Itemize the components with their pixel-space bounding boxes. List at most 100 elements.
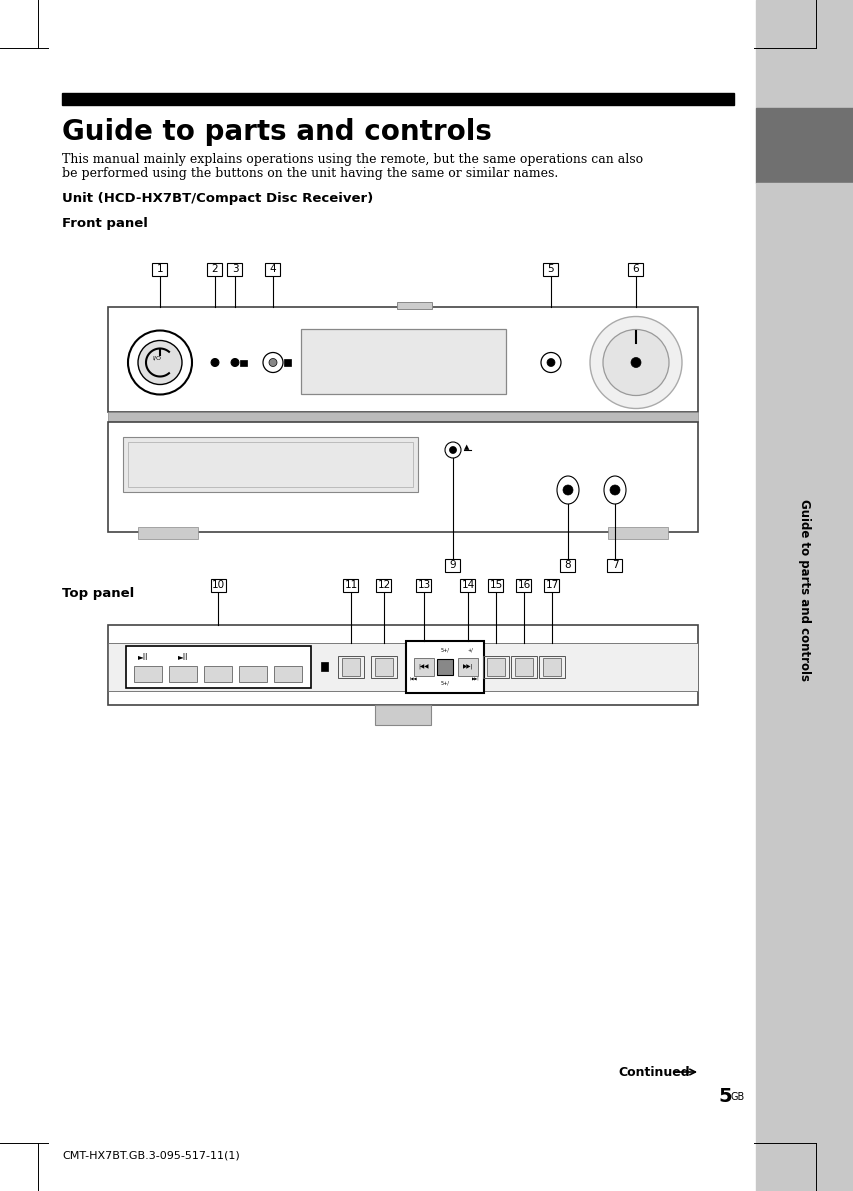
Circle shape xyxy=(444,442,461,459)
Bar xyxy=(755,0,853,108)
Bar xyxy=(514,657,532,675)
Text: 6: 6 xyxy=(632,264,639,274)
Bar xyxy=(510,655,537,678)
Circle shape xyxy=(602,330,668,395)
Bar xyxy=(343,579,358,592)
Text: GB: GB xyxy=(730,1092,745,1102)
Bar xyxy=(405,641,484,693)
Text: ▲: ▲ xyxy=(463,444,469,450)
Circle shape xyxy=(609,485,619,495)
Ellipse shape xyxy=(603,476,625,504)
Text: 11: 11 xyxy=(344,580,357,590)
Circle shape xyxy=(269,358,276,367)
Text: 15: 15 xyxy=(489,580,502,590)
Bar xyxy=(543,262,558,275)
Bar xyxy=(239,666,267,681)
Circle shape xyxy=(263,353,282,373)
Bar xyxy=(376,579,391,592)
Bar xyxy=(607,526,667,540)
Circle shape xyxy=(230,358,239,367)
Bar xyxy=(516,579,531,592)
Bar xyxy=(62,93,733,105)
Bar xyxy=(488,579,503,592)
Bar xyxy=(755,108,853,183)
Bar xyxy=(437,659,452,674)
Bar xyxy=(543,657,560,675)
Text: I/O: I/O xyxy=(152,356,161,361)
Circle shape xyxy=(128,330,192,394)
Text: ▶▶|: ▶▶| xyxy=(472,676,479,680)
Bar xyxy=(374,657,392,675)
Bar xyxy=(338,655,363,678)
Text: 17: 17 xyxy=(545,580,558,590)
Bar xyxy=(126,646,310,687)
Bar xyxy=(544,579,559,592)
Circle shape xyxy=(589,317,682,409)
Bar xyxy=(107,412,697,422)
Text: ►II: ►II xyxy=(138,653,148,661)
Text: 2: 2 xyxy=(212,264,218,274)
Text: 5: 5 xyxy=(547,264,554,274)
Text: ▶▶|: ▶▶| xyxy=(462,663,473,669)
Bar xyxy=(341,657,360,675)
Ellipse shape xyxy=(556,476,578,504)
Bar xyxy=(107,643,697,691)
Bar xyxy=(397,303,432,308)
Circle shape xyxy=(449,447,456,454)
Bar xyxy=(414,657,433,675)
Text: 10: 10 xyxy=(212,580,225,590)
Bar xyxy=(138,526,198,540)
Text: |◀◀: |◀◀ xyxy=(409,676,417,680)
Bar xyxy=(207,262,223,275)
Bar xyxy=(240,360,247,366)
Bar xyxy=(755,183,853,1191)
Bar xyxy=(457,657,478,675)
Circle shape xyxy=(547,358,554,367)
Bar xyxy=(374,705,431,725)
Bar xyxy=(560,559,575,572)
Bar xyxy=(416,579,431,592)
Bar xyxy=(204,666,232,681)
Bar xyxy=(486,657,504,675)
Text: Front panel: Front panel xyxy=(62,217,148,230)
Bar xyxy=(169,666,197,681)
Text: |◀◀: |◀◀ xyxy=(418,663,429,669)
Bar xyxy=(107,307,697,412)
Circle shape xyxy=(138,341,182,385)
Bar xyxy=(123,437,417,492)
Text: 4: 4 xyxy=(270,264,276,274)
Circle shape xyxy=(630,357,641,368)
Bar xyxy=(107,422,697,532)
Text: This manual mainly explains operations using the remote, but the same operations: This manual mainly explains operations u… xyxy=(62,152,642,166)
Text: 16: 16 xyxy=(517,580,530,590)
Bar xyxy=(445,559,460,572)
Text: Top panel: Top panel xyxy=(62,587,134,600)
Text: 9: 9 xyxy=(450,560,456,570)
Bar xyxy=(300,329,506,394)
Bar xyxy=(107,625,697,705)
Text: 13: 13 xyxy=(417,580,430,590)
Bar xyxy=(460,579,475,592)
Bar xyxy=(211,579,226,592)
Text: 8: 8 xyxy=(564,560,571,570)
Bar xyxy=(153,262,167,275)
Text: 3: 3 xyxy=(231,264,238,274)
Text: ►II: ►II xyxy=(177,653,189,661)
Text: Guide to parts and controls: Guide to parts and controls xyxy=(62,118,491,146)
Text: 12: 12 xyxy=(377,580,390,590)
Bar xyxy=(265,262,280,275)
Text: 14: 14 xyxy=(461,580,474,590)
Text: +/: +/ xyxy=(467,648,473,653)
Text: 7: 7 xyxy=(611,560,618,570)
Text: Guide to parts and controls: Guide to parts and controls xyxy=(798,499,810,681)
Bar xyxy=(606,559,622,572)
Bar xyxy=(321,661,328,671)
Bar xyxy=(483,655,508,678)
Text: 5+/: 5+/ xyxy=(440,680,449,686)
Circle shape xyxy=(540,353,560,373)
Text: be performed using the buttons on the unit having the same or similar names.: be performed using the buttons on the un… xyxy=(62,167,558,180)
Bar xyxy=(128,442,413,487)
Bar xyxy=(628,262,643,275)
Text: CMT-HX7BT.GB.3-095-517-11(1): CMT-HX7BT.GB.3-095-517-11(1) xyxy=(62,1151,240,1160)
Text: 5+/: 5+/ xyxy=(440,648,449,653)
